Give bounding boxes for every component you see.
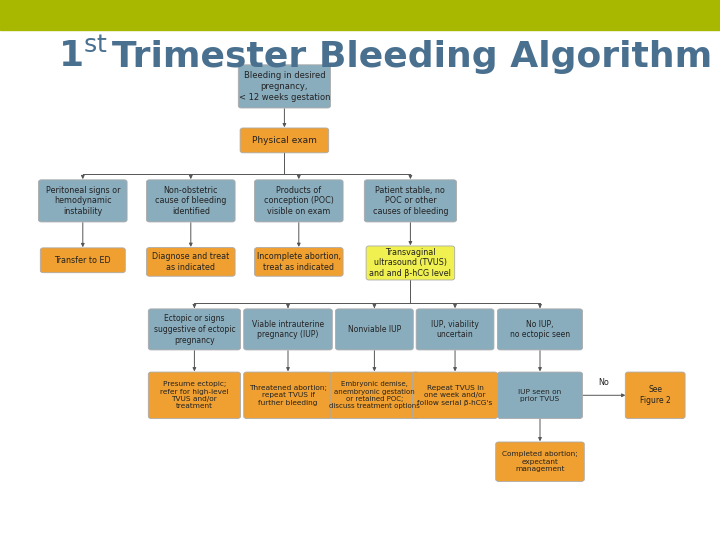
Text: Repeat TVUS in
one week and/or
follow serial β-hCG's: Repeat TVUS in one week and/or follow se… <box>418 385 492 406</box>
FancyBboxPatch shape <box>243 309 333 350</box>
FancyBboxPatch shape <box>243 372 333 418</box>
FancyBboxPatch shape <box>240 128 328 153</box>
FancyBboxPatch shape <box>40 248 125 273</box>
FancyBboxPatch shape <box>498 309 582 350</box>
FancyBboxPatch shape <box>364 180 456 222</box>
Text: See
Figure 2: See Figure 2 <box>640 386 670 405</box>
Text: Ectopic or signs
suggestive of ectopic
pregnancy: Ectopic or signs suggestive of ectopic p… <box>153 314 235 345</box>
Text: Peritoneal signs or
hemodynamic
instability: Peritoneal signs or hemodynamic instabil… <box>45 186 120 216</box>
FancyBboxPatch shape <box>625 372 685 418</box>
Text: Transfer to ED: Transfer to ED <box>55 256 111 265</box>
FancyBboxPatch shape <box>330 372 419 418</box>
FancyBboxPatch shape <box>496 442 585 482</box>
Text: Trimester Bleeding Algorithm: Trimester Bleeding Algorithm <box>112 40 712 73</box>
Text: 1$^{\sf st}$: 1$^{\sf st}$ <box>58 39 107 75</box>
Text: Viable intrauterine
pregnancy (IUP): Viable intrauterine pregnancy (IUP) <box>252 320 324 339</box>
Text: IUP, viability
uncertain: IUP, viability uncertain <box>431 320 479 339</box>
Text: Threatened abortion;
repeat TVUS if
further bleeding: Threatened abortion; repeat TVUS if furt… <box>249 385 327 406</box>
Text: Presume ectopic;
refer for high-level
TVUS and/or
treatment: Presume ectopic; refer for high-level TV… <box>160 381 229 409</box>
FancyBboxPatch shape <box>148 372 240 418</box>
Text: Completed abortion;
expectant
management: Completed abortion; expectant management <box>502 451 578 472</box>
Text: Bleeding in desired
pregnancy,
< 12 weeks gestation: Bleeding in desired pregnancy, < 12 week… <box>238 71 330 102</box>
FancyBboxPatch shape <box>255 247 343 276</box>
Text: No: No <box>598 378 609 387</box>
Text: No IUP,
no ectopic seen: No IUP, no ectopic seen <box>510 320 570 339</box>
Text: IUP seen on
prior TVUS: IUP seen on prior TVUS <box>518 389 562 402</box>
Text: Nonviable IUP: Nonviable IUP <box>348 325 401 334</box>
FancyBboxPatch shape <box>238 65 330 108</box>
Text: Embryonic demise,
anembryonic gestation
or retained POC;
discuss treatment optio: Embryonic demise, anembryonic gestation … <box>329 381 420 409</box>
FancyBboxPatch shape <box>336 309 413 350</box>
FancyBboxPatch shape <box>498 372 582 418</box>
Text: Patient stable, no
POC or other
causes of bleeding: Patient stable, no POC or other causes o… <box>373 186 448 216</box>
Text: Non-obstetric
cause of bleeding
identified: Non-obstetric cause of bleeding identifi… <box>155 186 227 216</box>
Text: Transvaginal
ultrasound (TVUS)
and and β-hCG level: Transvaginal ultrasound (TVUS) and and β… <box>369 248 451 278</box>
FancyBboxPatch shape <box>39 180 127 222</box>
FancyBboxPatch shape <box>147 247 235 276</box>
Bar <box>0 0 720 30</box>
FancyBboxPatch shape <box>147 180 235 222</box>
FancyBboxPatch shape <box>416 309 494 350</box>
FancyBboxPatch shape <box>148 309 240 350</box>
Text: Incomplete abortion,
treat as indicated: Incomplete abortion, treat as indicated <box>257 252 341 272</box>
Text: Products of
conception (POC)
visible on exam: Products of conception (POC) visible on … <box>264 186 334 216</box>
FancyBboxPatch shape <box>255 180 343 222</box>
FancyBboxPatch shape <box>366 246 455 280</box>
Text: Diagnose and treat
as indicated: Diagnose and treat as indicated <box>152 252 230 272</box>
FancyBboxPatch shape <box>413 372 498 418</box>
Text: Physical exam: Physical exam <box>252 136 317 145</box>
